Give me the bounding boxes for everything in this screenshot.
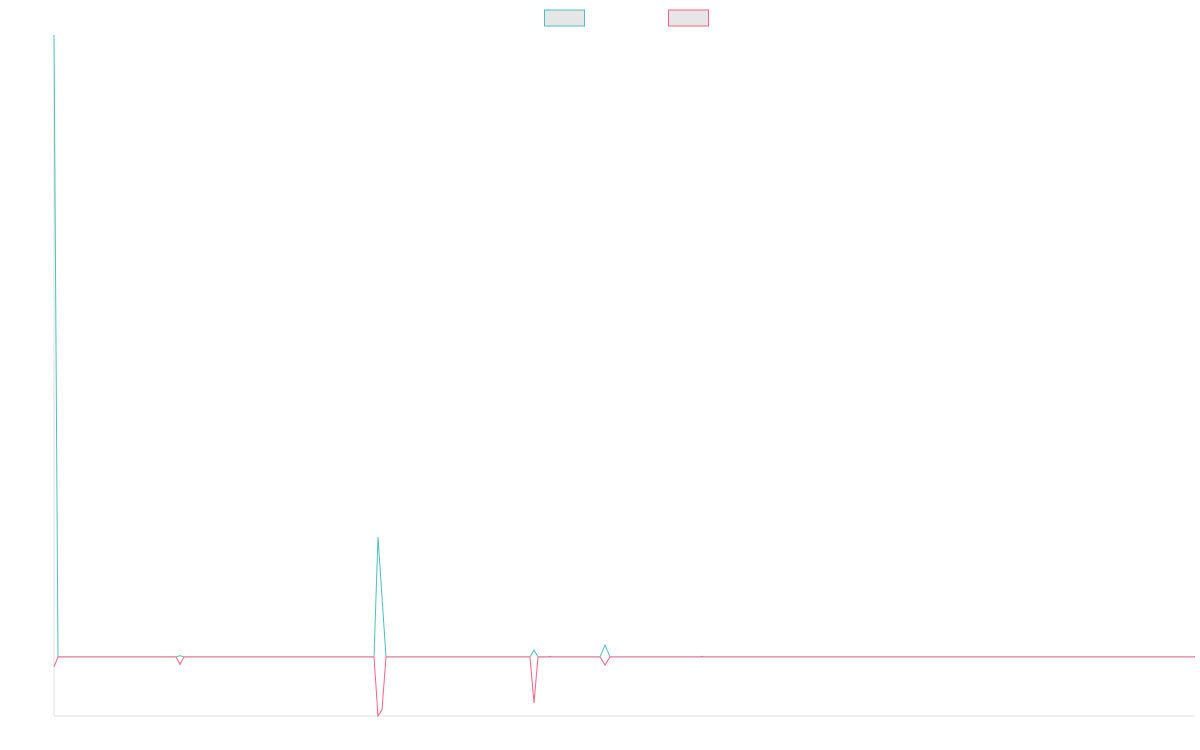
legend-swatch [668,9,709,27]
series-line [53,34,1195,658]
series-line [53,656,1195,718]
legend-swatch [544,9,585,27]
